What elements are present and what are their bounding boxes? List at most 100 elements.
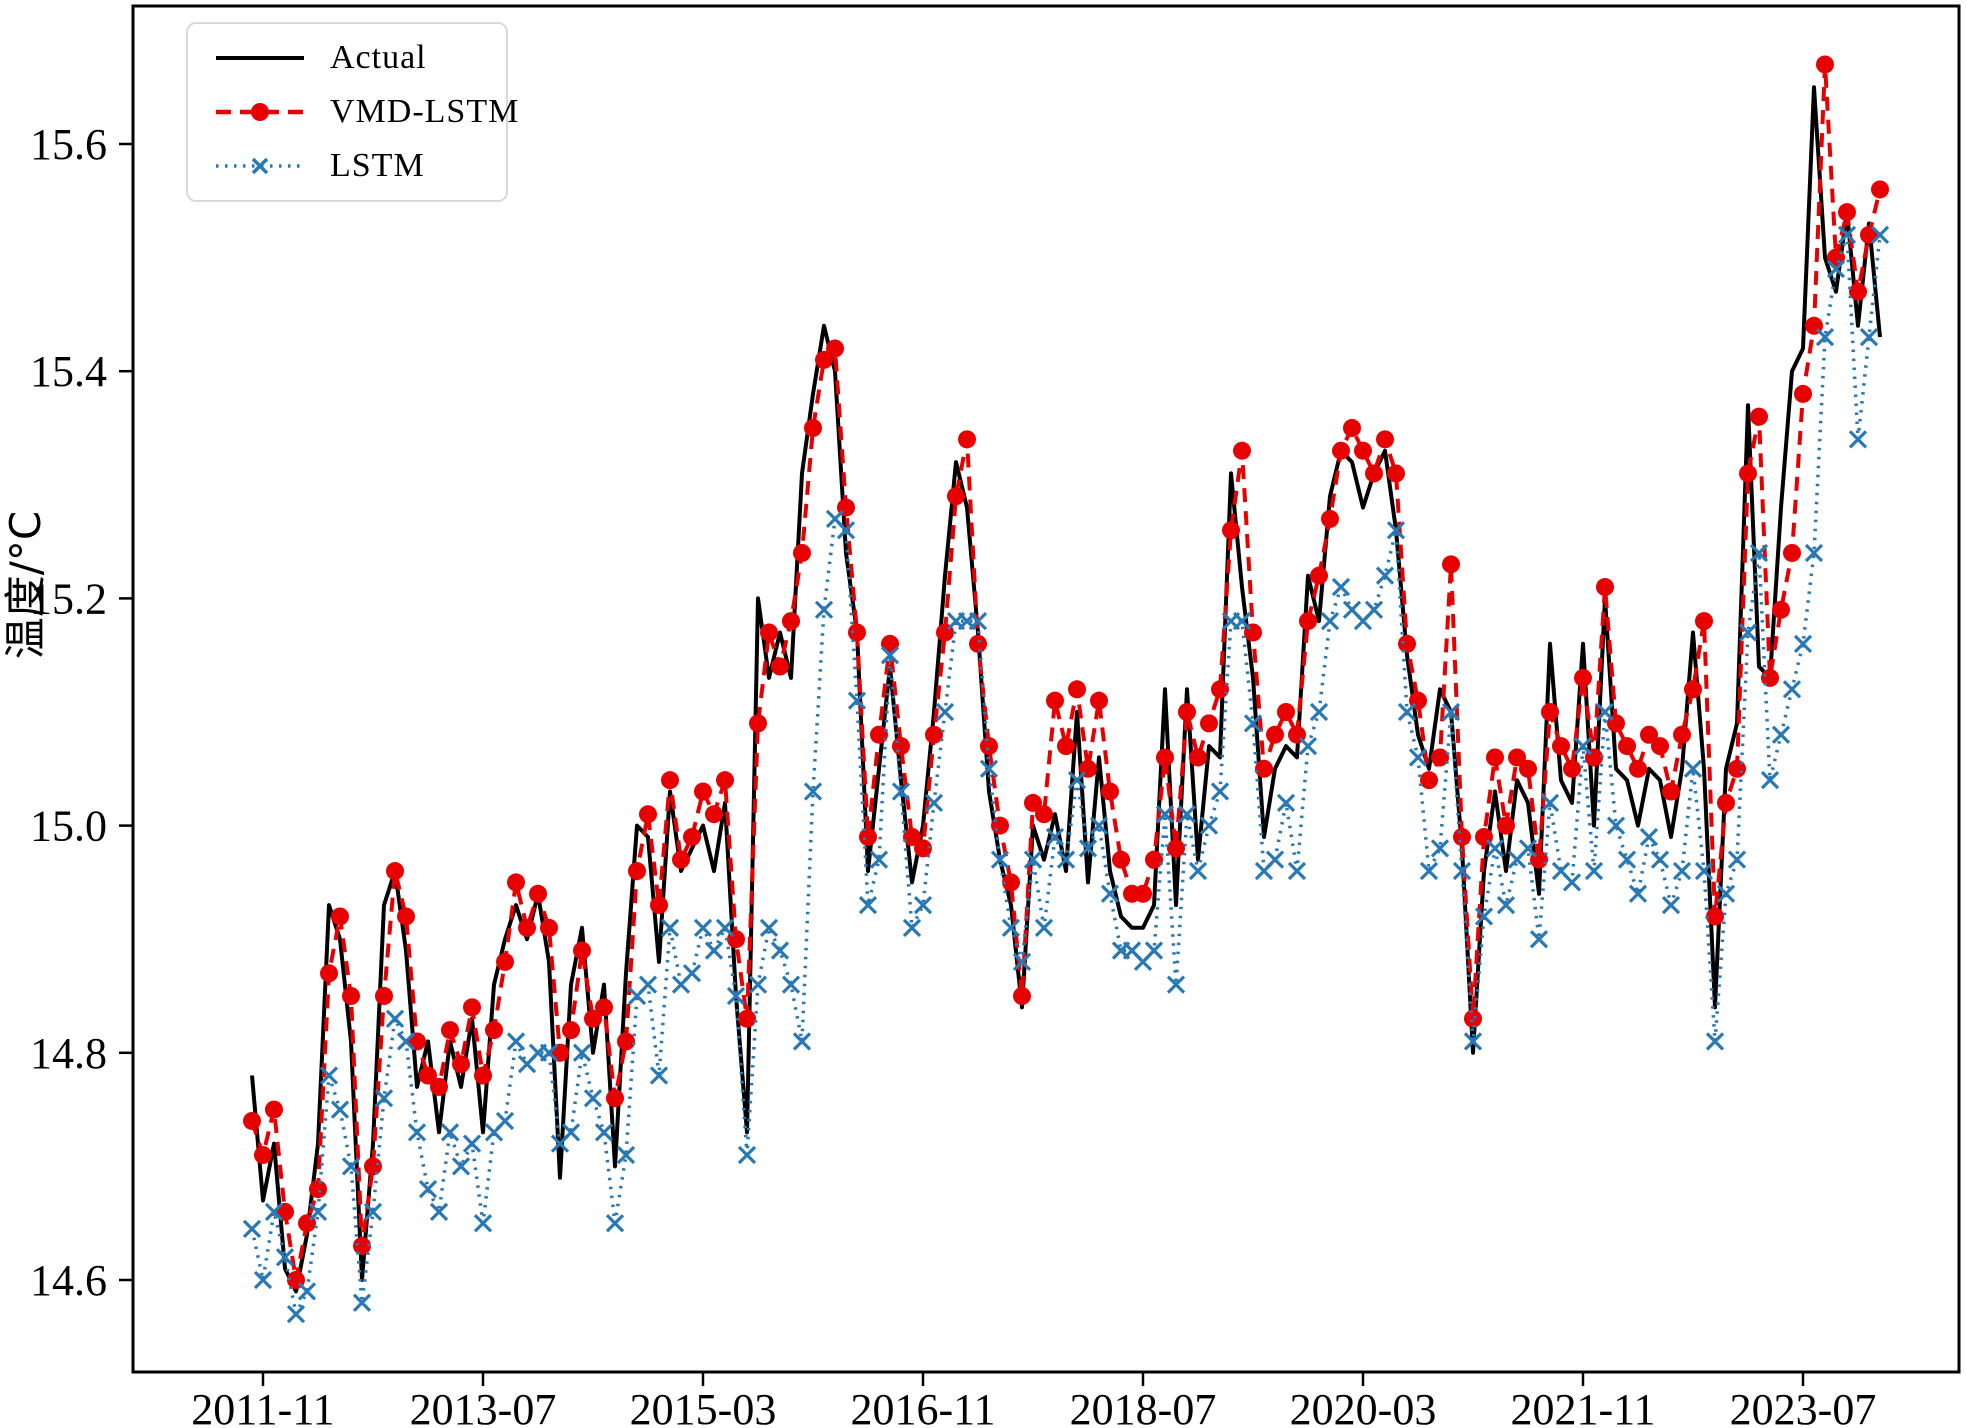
vmd-lstm-marker [1673,725,1691,744]
lstm-marker [1650,850,1670,869]
vmd-lstm-marker [1871,180,1889,199]
lstm-marker [1034,918,1054,937]
lstm-marker [1441,702,1461,722]
lstm-marker [1276,793,1296,813]
x-tick-label: 2016-11 [850,1385,995,1428]
vmd-lstm-marker [683,827,701,846]
vmd-lstm-marker [738,1009,756,1028]
vmd-lstm-marker [617,1032,635,1051]
lstm-marker [1452,861,1472,881]
lstm-marker [1848,430,1868,449]
lstm-marker [1243,714,1263,733]
vmd-lstm-marker [1618,737,1636,756]
lstm-marker [440,1123,460,1142]
lstm-marker [1463,1032,1483,1051]
vmd-lstm-marker [628,862,646,881]
lstm-marker [748,975,768,994]
vmd-lstm-marker [485,1021,503,1040]
lstm-marker [660,918,680,937]
vmd-lstm-marker [452,1055,470,1074]
vmd-lstm-marker [705,805,723,824]
lstm-marker [297,1282,317,1301]
lstm-marker [726,986,746,1006]
lstm-marker [1573,736,1593,756]
lstm-marker [1298,736,1318,756]
vmd-lstm-marker [1365,464,1383,483]
vmd-lstm-marker [1739,464,1757,483]
lstm-marker [363,1202,383,1221]
vmd-lstm-marker [1002,873,1020,892]
lstm-marker [979,759,999,778]
legend-item-vmd-lstm: VMD-LSTM [212,92,518,132]
vmd-lstm-marker [397,907,415,926]
vmd-lstm-marker [342,987,360,1005]
vmd-lstm-marker [1541,703,1559,721]
vmd-lstm-marker [1343,419,1361,437]
lstm-marker [1023,850,1043,869]
lstm-marker [1826,259,1846,279]
legend: Actual VMD-LSTM LSTM [186,22,518,202]
vmd-lstm-marker [1717,793,1735,812]
lstm-marker [1749,543,1769,563]
lstm-marker [1661,895,1681,915]
lstm-marker [1188,861,1208,881]
lstm-marker [1320,611,1340,631]
lstm-marker [1419,861,1439,881]
lstm-marker [286,1304,306,1324]
lstm-marker [836,521,856,540]
lstm-marker [407,1123,427,1142]
vmd-lstm-marker [1420,771,1438,790]
vmd-lstm-marker [947,487,965,506]
vmd-lstm-marker [606,1089,624,1108]
vmd-lstm-marker [353,1236,371,1255]
lstm-marker [572,1043,592,1062]
vmd-lstm-marker [1695,612,1713,631]
vmd-lstm-marker [1035,805,1053,824]
vmd-lstm-marker [430,1077,448,1096]
vmd-lstm-marker [1453,827,1471,846]
vmd-lstm-marker [1651,737,1669,756]
lstm-marker [792,1032,812,1051]
lstm-marker [605,1214,625,1233]
lstm-marker [1628,884,1648,903]
vmd-lstm-marker [1640,725,1658,744]
lstm-marker [1155,805,1175,824]
vmd-lstm-marker [1816,55,1834,74]
lstm-marker [616,1145,636,1165]
lstm-marker [638,975,658,994]
vmd-lstm-marker [1442,555,1460,574]
vmd-lstm-marker [1552,737,1570,756]
vmd-lstm-marker [419,1066,437,1085]
vmd-lstm-marker [254,1146,272,1165]
vmd-lstm-marker [1299,612,1317,631]
vmd-lstm-line-icon [216,103,304,121]
vmd-lstm-marker [1277,703,1295,721]
lstm-marker [583,1089,603,1108]
lstm-marker [396,1032,416,1051]
vmd-lstm-marker [1266,725,1284,744]
vmd-lstm-marker [1178,703,1196,721]
vmd-lstm-marker [859,827,877,846]
vmd-lstm-marker [1376,430,1394,449]
vmd-lstm-marker [595,998,613,1017]
vmd-lstm-marker [375,987,393,1005]
lstm-marker [1386,521,1406,540]
vmd-lstm-marker [804,419,822,437]
vmd-lstm-marker [749,714,767,733]
vmd-lstm-marker [1629,759,1647,778]
lstm-marker [429,1202,449,1221]
lstm-marker [1793,634,1813,653]
lstm-marker [275,1248,295,1267]
vmd-lstm-marker [694,782,712,801]
vmd-lstm-marker [1057,737,1075,756]
vmd-lstm-marker [925,725,943,744]
vmd-lstm-marker [320,964,338,983]
vmd-lstm-marker [991,816,1009,835]
vmd-lstm-marker [716,771,734,790]
x-tick-label: 2018-07 [1070,1385,1217,1428]
lstm-marker [935,702,955,722]
lstm-marker [1474,907,1494,926]
lstm-marker [495,1111,515,1131]
lstm-marker [968,611,988,631]
